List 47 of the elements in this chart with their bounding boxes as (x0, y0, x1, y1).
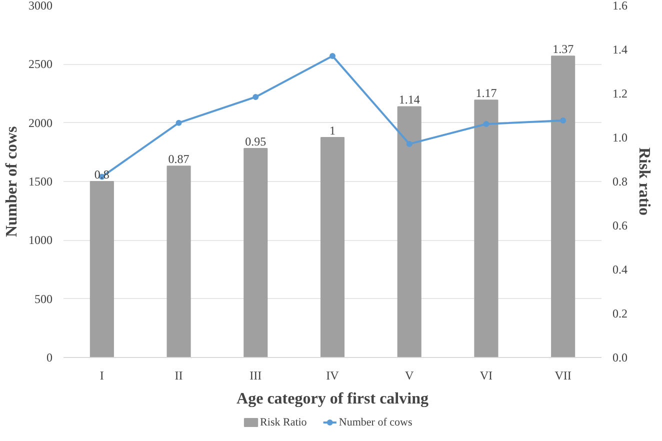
data-label: 1 (330, 124, 336, 138)
x-tick-label: III (250, 368, 262, 382)
y-tick-label: 2000 (28, 116, 52, 130)
y2-tick-label: 0.4 (612, 262, 628, 276)
x-tick-label: II (174, 368, 183, 382)
point (176, 120, 182, 126)
y-tick-label: 1000 (28, 233, 52, 248)
bar (90, 181, 114, 358)
x-tick-label: VII (554, 368, 572, 382)
y2-tick-label: 1.2 (612, 86, 628, 100)
x-tick-label: I (100, 368, 104, 382)
y-tick-label: 2500 (28, 57, 52, 72)
point (483, 121, 490, 127)
legend-label: Risk Ratio (260, 416, 308, 428)
y2-tick-label: 1.0 (612, 130, 628, 144)
bar (320, 137, 345, 358)
data-label: 0.87 (168, 152, 190, 166)
y2-tick-label: 0.6 (612, 218, 628, 232)
bar (244, 148, 268, 358)
bar (397, 106, 422, 358)
y-tick-label: 1500 (28, 174, 52, 188)
y2-tick-label: 0.2 (612, 306, 628, 320)
bar (166, 166, 191, 358)
y-tick-label: 500 (34, 292, 52, 306)
x-tick-label: V (405, 368, 414, 382)
y2-tick-label: 1.4 (612, 42, 628, 56)
x-tick-label: IV (326, 368, 340, 382)
y-tick-label: 0 (46, 350, 52, 364)
point (330, 52, 336, 59)
bar (551, 56, 576, 358)
y2-tick-label: 0.0 (612, 350, 628, 364)
bar (474, 100, 498, 358)
y-tick-label: 3000 (28, 0, 52, 12)
y2-tick-label: 1.6 (612, 0, 628, 12)
point (252, 94, 259, 100)
y2-tick-label: 0.8 (612, 174, 628, 188)
data-label: 0.95 (245, 134, 266, 148)
data-label: 1.37 (552, 42, 574, 56)
legend-label: Number of cows (338, 416, 412, 428)
y-axis-title: Number of cows (4, 126, 20, 238)
data-label: 1.14 (398, 92, 420, 107)
x-tick-label: VI (480, 368, 493, 382)
point (406, 140, 412, 147)
x-axis-title: Age category of first calving (236, 390, 428, 408)
point (560, 117, 566, 124)
y2-axis-title: Risk ratio (636, 148, 652, 216)
data-label: 1.17 (476, 86, 497, 100)
